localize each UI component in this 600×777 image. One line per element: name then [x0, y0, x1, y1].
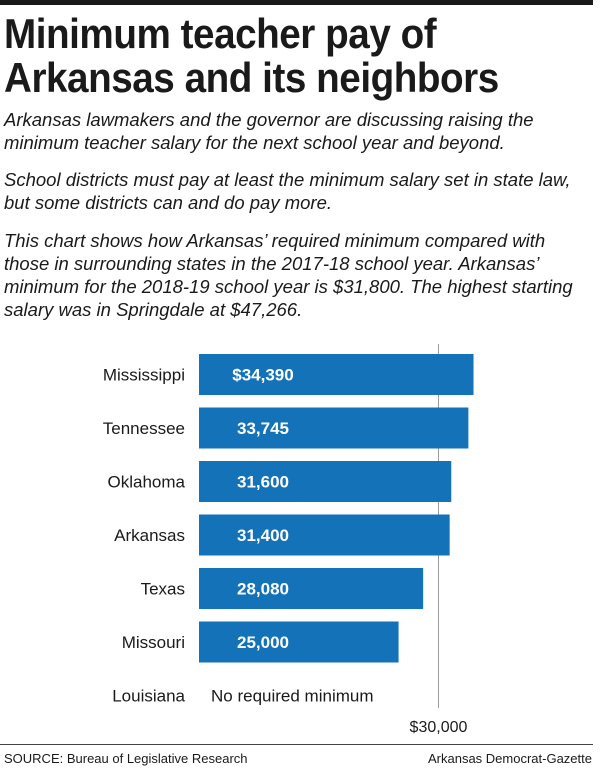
bar: [199, 621, 399, 663]
intro-paragraph-1: Arkansas lawmakers and the governor are …: [4, 109, 534, 153]
category-label: Arkansas: [114, 526, 185, 545]
category-label: Missouri: [122, 633, 185, 652]
bar-value-label: 31,600: [237, 473, 289, 492]
category-label: Mississippi: [103, 366, 185, 385]
bar-value-label: 25,000: [237, 633, 289, 652]
category-label: Texas: [141, 580, 185, 599]
chart-title: Minimum teacher pay of Arkansas and its …: [4, 10, 499, 101]
footer-rule: [0, 744, 593, 745]
bar: [199, 354, 474, 395]
bar: [199, 461, 452, 502]
bar: [199, 407, 469, 449]
intro-paragraph-2: School districts must pay at least the m…: [4, 169, 571, 213]
bar-value-label: $34,390: [232, 366, 293, 385]
intro-paragraph-3: This chart shows how Arkansas’ required …: [4, 230, 573, 320]
category-label: Oklahoma: [108, 473, 186, 492]
no-minimum-note: No required minimum: [211, 687, 374, 706]
bar-chart: $30,000 Mississippi $34,390 Tennessee 33,745…: [103, 344, 474, 736]
bar: [199, 568, 424, 609]
bar-value-label: 28,080: [237, 580, 289, 599]
top-rule: [0, 0, 593, 5]
bar: [199, 514, 450, 556]
credit-line: Arkansas Democrat-Gazette: [427, 751, 592, 766]
bar-value-label: 31,400: [237, 526, 289, 545]
reference-label: $30,000: [410, 719, 468, 736]
category-label: Louisiana: [112, 687, 185, 706]
category-label: Tennessee: [103, 419, 185, 438]
bar-value-label: 33,745: [237, 419, 289, 438]
source-note: SOURCE: Bureau of Legislative Research: [4, 751, 248, 766]
